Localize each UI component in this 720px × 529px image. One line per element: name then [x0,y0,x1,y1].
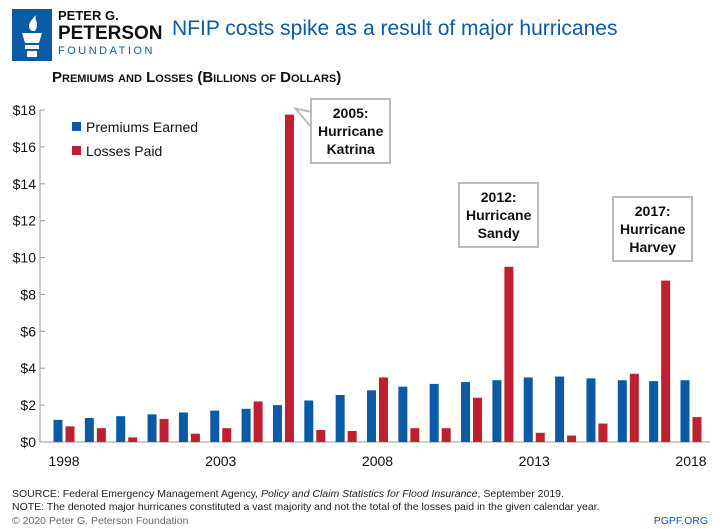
premium-bar [555,376,565,442]
y-tick-label: $18 [13,102,37,118]
loss-bar [379,377,388,442]
annotation-line: 2012: [480,189,517,205]
annotation-line: 2005: [332,105,369,121]
loss-bar [441,428,451,442]
loss-bar [347,430,357,442]
source-prefix: SOURCE: Federal Emergency Management Age… [12,488,262,500]
brand-line2: PETERSON [58,23,163,44]
loss-bar [284,114,294,442]
premium-bar [367,390,376,442]
brand-line3: FOUNDATION [58,45,155,57]
premium-bar [335,394,345,442]
premium-bar [304,400,314,442]
x-tick-label: 2013 [519,453,550,469]
loss-bar [316,430,326,442]
site-link[interactable]: PGPF.ORG [653,515,708,527]
premium-bar [241,408,251,442]
premium-bar [272,405,282,442]
loss-bar [661,280,671,442]
premium-bar [398,386,408,442]
annotation-line: Harvey [629,239,677,255]
annotation-line: 2017: [634,203,671,219]
y-tick-label: $12 [13,213,37,229]
premium-bar [680,380,690,442]
premium-bar [617,380,627,442]
source-title: Policy and Claim Statistics for Flood In… [261,488,478,500]
x-tick-label: 2003 [205,453,236,469]
y-tick-label: $2 [20,397,36,413]
note: NOTE: The denoted major hurricanes const… [12,501,600,513]
annotation-line: Hurricane [620,221,686,237]
annotation-line: Hurricane [318,123,384,139]
annotation-2012: 2012: Hurricane Sandy [458,182,540,248]
y-tick-label: $10 [13,250,37,266]
loss-bar [692,417,702,442]
loss-bar [598,423,608,442]
loss-bar [253,401,263,442]
loss-bar [96,428,106,442]
premium-bar [178,412,188,442]
y-tick-label: $4 [20,360,36,376]
legend-label: Premiums Earned [86,119,198,135]
loss-bar [190,433,200,442]
copyright: © 2020 Peter G. Peterson Foundation [12,515,189,527]
premium-bar [649,381,659,442]
annotation-line: Sandy [477,225,520,241]
annotation-2005: 2005: Hurricane Katrina [310,98,392,164]
loss-bar [567,435,577,442]
loss-bar [473,397,483,442]
torch-icon [12,9,52,61]
premium-bar [147,414,157,442]
premium-bar [53,419,63,442]
premium-bar [84,418,94,442]
loss-bar [629,373,639,442]
annotation-line: Hurricane [466,207,532,223]
source-suffix: , September 2019. [477,488,564,500]
annotation-line: Katrina [326,141,375,157]
chart-title: Premiums and Losses (Billions of Dollars… [52,69,342,86]
y-tick-label: $16 [13,139,37,155]
annotation-2017: 2017: Hurricane Harvey [612,196,694,262]
loss-bar [65,426,75,442]
y-tick-label: $6 [20,323,36,339]
x-tick-label: 2008 [362,453,393,469]
loss-bar [128,437,138,442]
legend-swatch [72,122,81,131]
loss-bar [504,266,514,442]
y-tick-label: $8 [20,286,36,302]
source-note: SOURCE: Federal Emergency Management Age… [12,488,564,500]
premium-bar [492,380,502,442]
y-tick-label: $14 [13,176,37,192]
brand-line1: PETER G. [58,8,119,23]
page-title: NFIP costs spike as a result of major hu… [172,17,618,40]
premium-bar [116,416,126,442]
legend-label: Losses Paid [86,143,162,159]
loss-bar [535,432,545,442]
premium-bar [461,382,471,442]
x-tick-label: 2018 [675,453,706,469]
premium-bar [210,410,220,442]
premium-bar [586,378,596,442]
x-tick-label: 1998 [48,453,79,469]
loss-bar [222,428,232,442]
loss-bar [410,428,420,442]
loss-bar [159,418,169,442]
legend-swatch [72,146,81,155]
y-tick-label: $0 [20,434,36,450]
premium-bar [523,377,533,442]
premium-bar [429,383,439,442]
